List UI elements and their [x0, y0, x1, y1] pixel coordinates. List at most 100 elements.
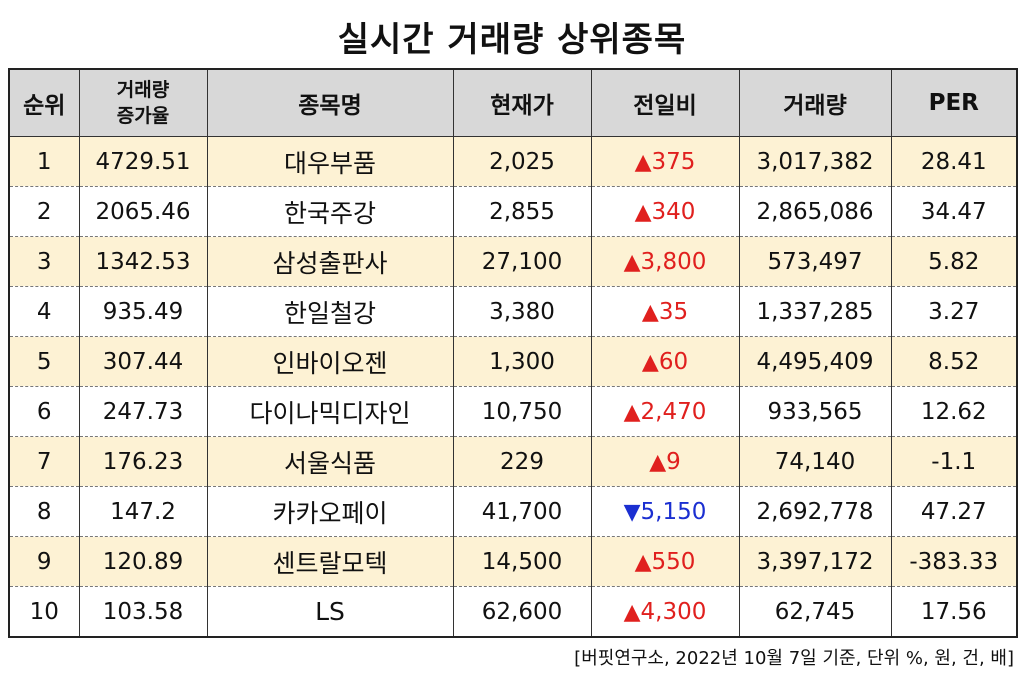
table-row: 10 103.58 LS 62,600 ▲4,300 62,745 17.56: [8, 586, 1018, 637]
volume-cell: 573,497: [738, 236, 892, 287]
change-cell: ▲340: [590, 186, 740, 237]
price-cell: 3,380: [452, 286, 592, 337]
change-cell: ▲550: [590, 536, 740, 587]
change-value: 2,470: [640, 398, 707, 425]
stock-name-cell: 한일철강: [206, 286, 454, 337]
change-cell: ▲3,800: [590, 236, 740, 287]
price-cell: 41,700: [452, 486, 592, 537]
rank-cell: 7: [8, 436, 80, 487]
stock-name-cell: 한국주강: [206, 186, 454, 237]
per-cell: -1.1: [890, 436, 1018, 487]
table-row: 8 147.2 카카오페이 41,700 ▼5,150 2,692,778 47.27: [8, 486, 1018, 537]
header-volume: 거래량: [738, 69, 892, 137]
price-cell: 10,750: [452, 386, 592, 437]
source-footnote: [버핏연구소, 2022년 10월 7일 기준, 단위 %, 원, 건, 배]: [574, 648, 1014, 669]
rank-cell: 1: [8, 136, 80, 187]
per-cell: 17.56: [890, 586, 1018, 637]
stock-name-cell: LS: [206, 586, 454, 637]
volume-growth-cell: 247.73: [78, 386, 208, 437]
volume-growth-cell: 2065.46: [78, 186, 208, 237]
header-name: 종목명: [206, 69, 454, 137]
change-cell: ▲4,300: [590, 586, 740, 637]
header-price: 현재가: [452, 69, 592, 137]
down-triangle-icon: ▼: [623, 499, 641, 525]
change-cell: ▼5,150: [590, 486, 740, 537]
volume-growth-cell: 103.58: [78, 586, 208, 637]
change-value: 3,800: [640, 248, 707, 275]
header-change: 전일비: [590, 69, 740, 137]
change-value: 375: [651, 148, 696, 175]
change-value: 35: [658, 298, 689, 325]
per-cell: 8.52: [890, 336, 1018, 387]
per-cell: 47.27: [890, 486, 1018, 537]
header-row: 순위 거래량 증가율 종목명 현재가 전일비 거래량 PER: [8, 69, 1018, 137]
price-cell: 1,300: [452, 336, 592, 387]
volume-cell: 933,565: [738, 386, 892, 437]
change-cell: ▲35: [590, 286, 740, 337]
up-triangle-icon: ▲: [623, 399, 641, 425]
change-cell: ▲9: [590, 436, 740, 487]
change-cell: ▲375: [590, 136, 740, 187]
table-row: 5 307.44 인바이오젠 1,300 ▲60 4,495,409 8.52: [8, 336, 1018, 387]
change-cell: ▲60: [590, 336, 740, 387]
volume-growth-cell: 147.2: [78, 486, 208, 537]
header-volume-growth-line2: 증가율: [116, 105, 170, 127]
table-row: 2 2065.46 한국주강 2,855 ▲340 2,865,086 34.47: [8, 186, 1018, 237]
price-cell: 2,025: [452, 136, 592, 187]
rank-cell: 2: [8, 186, 80, 237]
per-cell: 5.82: [890, 236, 1018, 287]
header-per: PER: [890, 69, 1018, 137]
up-triangle-icon: ▲: [634, 549, 652, 575]
rank-cell: 10: [8, 586, 80, 637]
change-value: 9: [666, 448, 681, 475]
change-value: 4,300: [640, 598, 707, 625]
per-cell: 34.47: [890, 186, 1018, 237]
rank-cell: 5: [8, 336, 80, 387]
volume-growth-cell: 935.49: [78, 286, 208, 337]
table-body: 1 4729.51 대우부품 2,025 ▲375 3,017,382 28.41 2 2065…: [8, 136, 1018, 637]
table-row: 7 176.23 서울식품 229 ▲9 74,140 -1.1: [8, 436, 1018, 487]
volume-growth-cell: 1342.53: [78, 236, 208, 287]
up-triangle-icon: ▲: [634, 199, 652, 225]
per-cell: -383.33: [890, 536, 1018, 587]
stock-name-cell: 대우부품: [206, 136, 454, 187]
rank-cell: 6: [8, 386, 80, 437]
volume-cell: 3,397,172: [738, 536, 892, 587]
price-cell: 14,500: [452, 536, 592, 587]
up-triangle-icon: ▲: [623, 249, 641, 275]
rank-cell: 9: [8, 536, 80, 587]
volume-growth-cell: 4729.51: [78, 136, 208, 187]
change-value: 550: [651, 548, 696, 575]
volume-cell: 4,495,409: [738, 336, 892, 387]
header-volume-growth: 거래량 증가율: [78, 69, 208, 137]
volume-growth-cell: 307.44: [78, 336, 208, 387]
price-cell: 27,100: [452, 236, 592, 287]
stock-name-cell: 서울식품: [206, 436, 454, 487]
up-triangle-icon: ▲: [623, 599, 641, 625]
volume-cell: 2,692,778: [738, 486, 892, 537]
table-row: 9 120.89 센트랄모텍 14,500 ▲550 3,397,172 -383.33: [8, 536, 1018, 587]
per-cell: 28.41: [890, 136, 1018, 187]
table-row: 1 4729.51 대우부품 2,025 ▲375 3,017,382 28.41: [8, 136, 1018, 187]
volume-cell: 1,337,285: [738, 286, 892, 337]
change-value: 340: [651, 198, 696, 225]
per-cell: 3.27: [890, 286, 1018, 337]
stock-name-cell: 삼성출판사: [206, 236, 454, 287]
page-title: 실시간 거래량 상위종목: [337, 20, 687, 60]
price-cell: 229: [452, 436, 592, 487]
per-cell: 12.62: [890, 386, 1018, 437]
stock-name-cell: 센트랄모텍: [206, 536, 454, 587]
price-cell: 2,855: [452, 186, 592, 237]
table-row: 6 247.73 다이나믹디자인 10,750 ▲2,470 933,565 12.62: [8, 386, 1018, 437]
volume-cell: 3,017,382: [738, 136, 892, 187]
up-triangle-icon: ▲: [634, 149, 652, 175]
up-triangle-icon: ▲: [641, 299, 659, 325]
volume-growth-cell: 176.23: [78, 436, 208, 487]
stock-name-cell: 다이나믹디자인: [206, 386, 454, 437]
stock-name-cell: 카카오페이: [206, 486, 454, 537]
change-cell: ▲2,470: [590, 386, 740, 437]
rank-cell: 8: [8, 486, 80, 537]
volume-cell: 2,865,086: [738, 186, 892, 237]
change-value: 60: [658, 348, 689, 375]
stock-name-cell: 인바이오젠: [206, 336, 454, 387]
